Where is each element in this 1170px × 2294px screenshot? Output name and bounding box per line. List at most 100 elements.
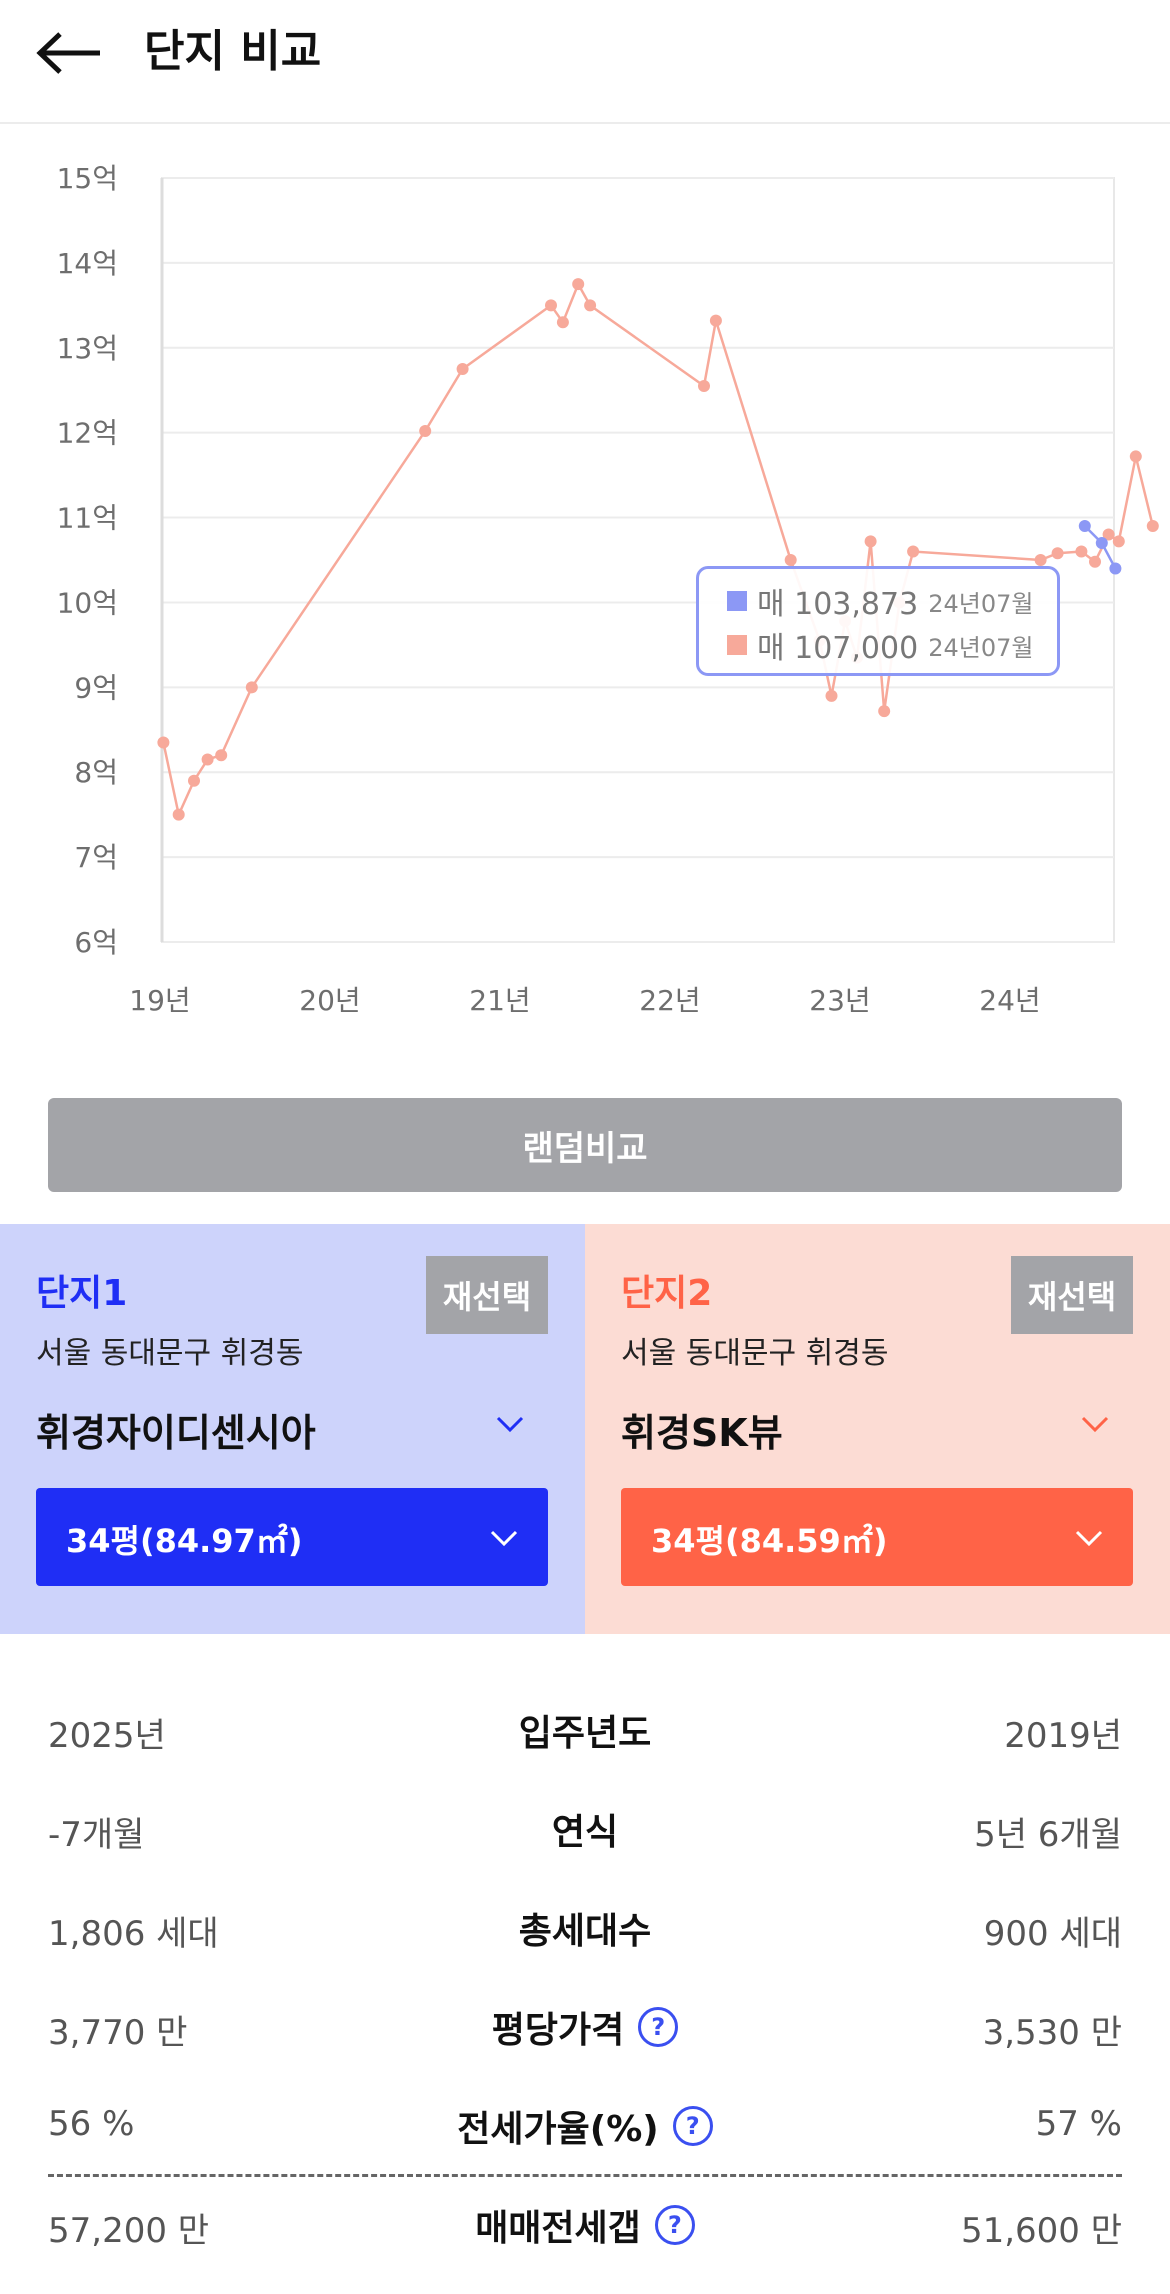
tooltip-date: 24년07월 <box>928 633 1034 662</box>
compare-right-value: 2019년 <box>1004 1716 1122 1756</box>
data-point <box>456 363 469 375</box>
chevron-down-icon <box>1075 1530 1103 1547</box>
y-tick-label: 12억 <box>57 417 118 450</box>
data-point <box>157 736 170 749</box>
compare-right-value: 57 % <box>1035 2104 1122 2144</box>
x-tick-label: 19년 <box>129 984 190 1017</box>
page-title: 단지 비교 <box>144 26 322 77</box>
compare-label: 연식 <box>48 1803 1122 1855</box>
random-compare-button[interactable]: 랜덤비교 <box>48 1098 1122 1192</box>
x-tick-label: 20년 <box>299 984 360 1017</box>
legend-swatch-red <box>727 635 747 655</box>
chevron-down-icon[interactable] <box>1075 1404 1115 1444</box>
data-point <box>1129 450 1142 463</box>
data-point <box>698 379 710 392</box>
y-tick-label: 13억 <box>57 332 118 365</box>
data-point <box>545 299 557 312</box>
data-point <box>419 424 432 437</box>
data-point <box>584 299 597 312</box>
data-point <box>1034 554 1047 566</box>
y-tick-label: 9억 <box>74 671 118 704</box>
compare-left-value: 1,806 세대 <box>48 1914 219 1954</box>
complex1-size-label: 34평(84.97㎡) <box>66 1522 303 1560</box>
y-tick-label: 14억 <box>57 247 118 280</box>
compare-label-text: 입주년도 <box>518 1713 652 1754</box>
compare-label: 입주년도 <box>48 1704 1122 1756</box>
data-point <box>825 689 838 702</box>
complex2-address: 서울 동대문구 휘경동 <box>621 1336 889 1371</box>
data-point <box>709 314 722 327</box>
data-point <box>1078 520 1091 533</box>
x-tick-label: 21년 <box>469 984 530 1017</box>
compare-left-value: 56 % <box>48 2104 135 2144</box>
data-point <box>188 774 200 787</box>
compare-left-value: 3,770 만 <box>48 2013 188 2053</box>
data-point <box>907 545 920 558</box>
y-tick-label: 10억 <box>57 586 118 619</box>
data-point <box>215 749 228 762</box>
plot-frame <box>161 177 1115 943</box>
data-point <box>1109 562 1122 575</box>
compare-left-value: 2025년 <box>48 1716 166 1756</box>
compare-label-text: 연식 <box>551 1812 619 1853</box>
complex1-name[interactable]: 휘경자이디센시아 <box>36 1411 316 1455</box>
complex1-address: 서울 동대문구 휘경동 <box>36 1336 304 1371</box>
compare-label-text: 총세대수 <box>518 1911 652 1952</box>
data-point <box>1051 547 1064 560</box>
complex1-panel: 단지1 재선택 서울 동대문구 휘경동 휘경자이디센시아 34평(84.97㎡) <box>0 1224 585 1634</box>
compare-row-move-in-year: 2025년 입주년도 2019년 <box>48 1698 1122 1758</box>
data-point <box>172 808 185 821</box>
compare-row-age: -7개월 연식 5년 6개월 <box>48 1797 1122 1857</box>
complex2-title: 단지2 <box>621 1273 713 1314</box>
data-point <box>1075 545 1088 558</box>
help-icon[interactable]: ? <box>654 2205 695 2245</box>
complex2-size-select[interactable]: 34평(84.59㎡) <box>621 1488 1133 1586</box>
data-point <box>245 681 258 694</box>
data-point <box>572 278 585 291</box>
y-tick-label: 15억 <box>57 162 118 195</box>
compare-label: 평당가격? <box>48 2001 1122 2053</box>
data-point <box>556 316 569 329</box>
complex1-title: 단지1 <box>36 1273 128 1314</box>
price-line-chart: 15억 14억 13억 12억 11억 10억 9억 8억 7억 6억 19년 20년 21년 22년 23… <box>57 162 1159 1017</box>
help-icon[interactable]: ? <box>672 2106 713 2146</box>
complex2-size-label: 34평(84.59㎡) <box>651 1522 888 1560</box>
complex2-panel: 단지2 재선택 서울 동대문구 휘경동 휘경SK뷰 34평(84.59㎡) <box>585 1224 1170 1634</box>
help-icon[interactable]: ? <box>638 2007 679 2047</box>
data-point <box>1112 535 1125 548</box>
tooltip-row-2: 매 107,000 24년07월 <box>727 625 1034 666</box>
back-arrow-icon[interactable] <box>34 26 104 80</box>
compare-left-value: -7개월 <box>48 1815 145 1855</box>
chevron-down-icon[interactable] <box>490 1404 530 1444</box>
complex1-size-select[interactable]: 34평(84.97㎡) <box>36 1488 548 1586</box>
data-point <box>1095 537 1108 550</box>
data-point <box>864 535 877 548</box>
compare-label-text: 매매전세갭 <box>475 2208 641 2249</box>
compare-right-value: 51,600 만 <box>960 2211 1122 2251</box>
x-tick-label: 22년 <box>639 984 700 1017</box>
data-point <box>878 705 891 718</box>
tooltip-row-1: 매 103,873 24년07월 <box>727 581 1033 622</box>
divider <box>48 2174 1122 2177</box>
data-point <box>201 753 214 766</box>
compare-row-sale-jeonse-gap: 57,200 만 매매전세갭? 51,600 만 <box>48 2193 1122 2253</box>
tooltip-value: 매 107,000 <box>757 631 919 666</box>
compare-right-value: 5년 6개월 <box>974 1815 1122 1855</box>
chart-tooltip: 매 103,873 24년07월 매 107,000 24년07월 <box>696 566 1060 676</box>
complex2-reselect-button[interactable]: 재선택 <box>1011 1256 1133 1334</box>
compare-label-text: 평당가격 <box>491 2010 625 2051</box>
compare-row-price-per-pyeong: 3,770 만 평당가격? 3,530 만 <box>48 1995 1122 2055</box>
data-point <box>1146 520 1159 533</box>
complex2-name[interactable]: 휘경SK뷰 <box>621 1411 783 1455</box>
y-tick-label: 11억 <box>57 502 118 535</box>
tooltip-value: 매 103,873 <box>757 587 919 622</box>
data-point <box>1102 528 1115 541</box>
compare-right-value: 900 세대 <box>983 1914 1122 1954</box>
compare-row-households: 1,806 세대 총세대수 900 세대 <box>48 1896 1122 1956</box>
x-tick-label: 23년 <box>809 984 870 1017</box>
compare-label-text: 전세가율(%) <box>457 2109 659 2150</box>
compare-left-value: 57,200 만 <box>48 2211 210 2251</box>
series-line <box>162 281 1155 819</box>
complex1-reselect-button[interactable]: 재선택 <box>426 1256 548 1334</box>
x-tick-label: 24년 <box>979 984 1040 1017</box>
